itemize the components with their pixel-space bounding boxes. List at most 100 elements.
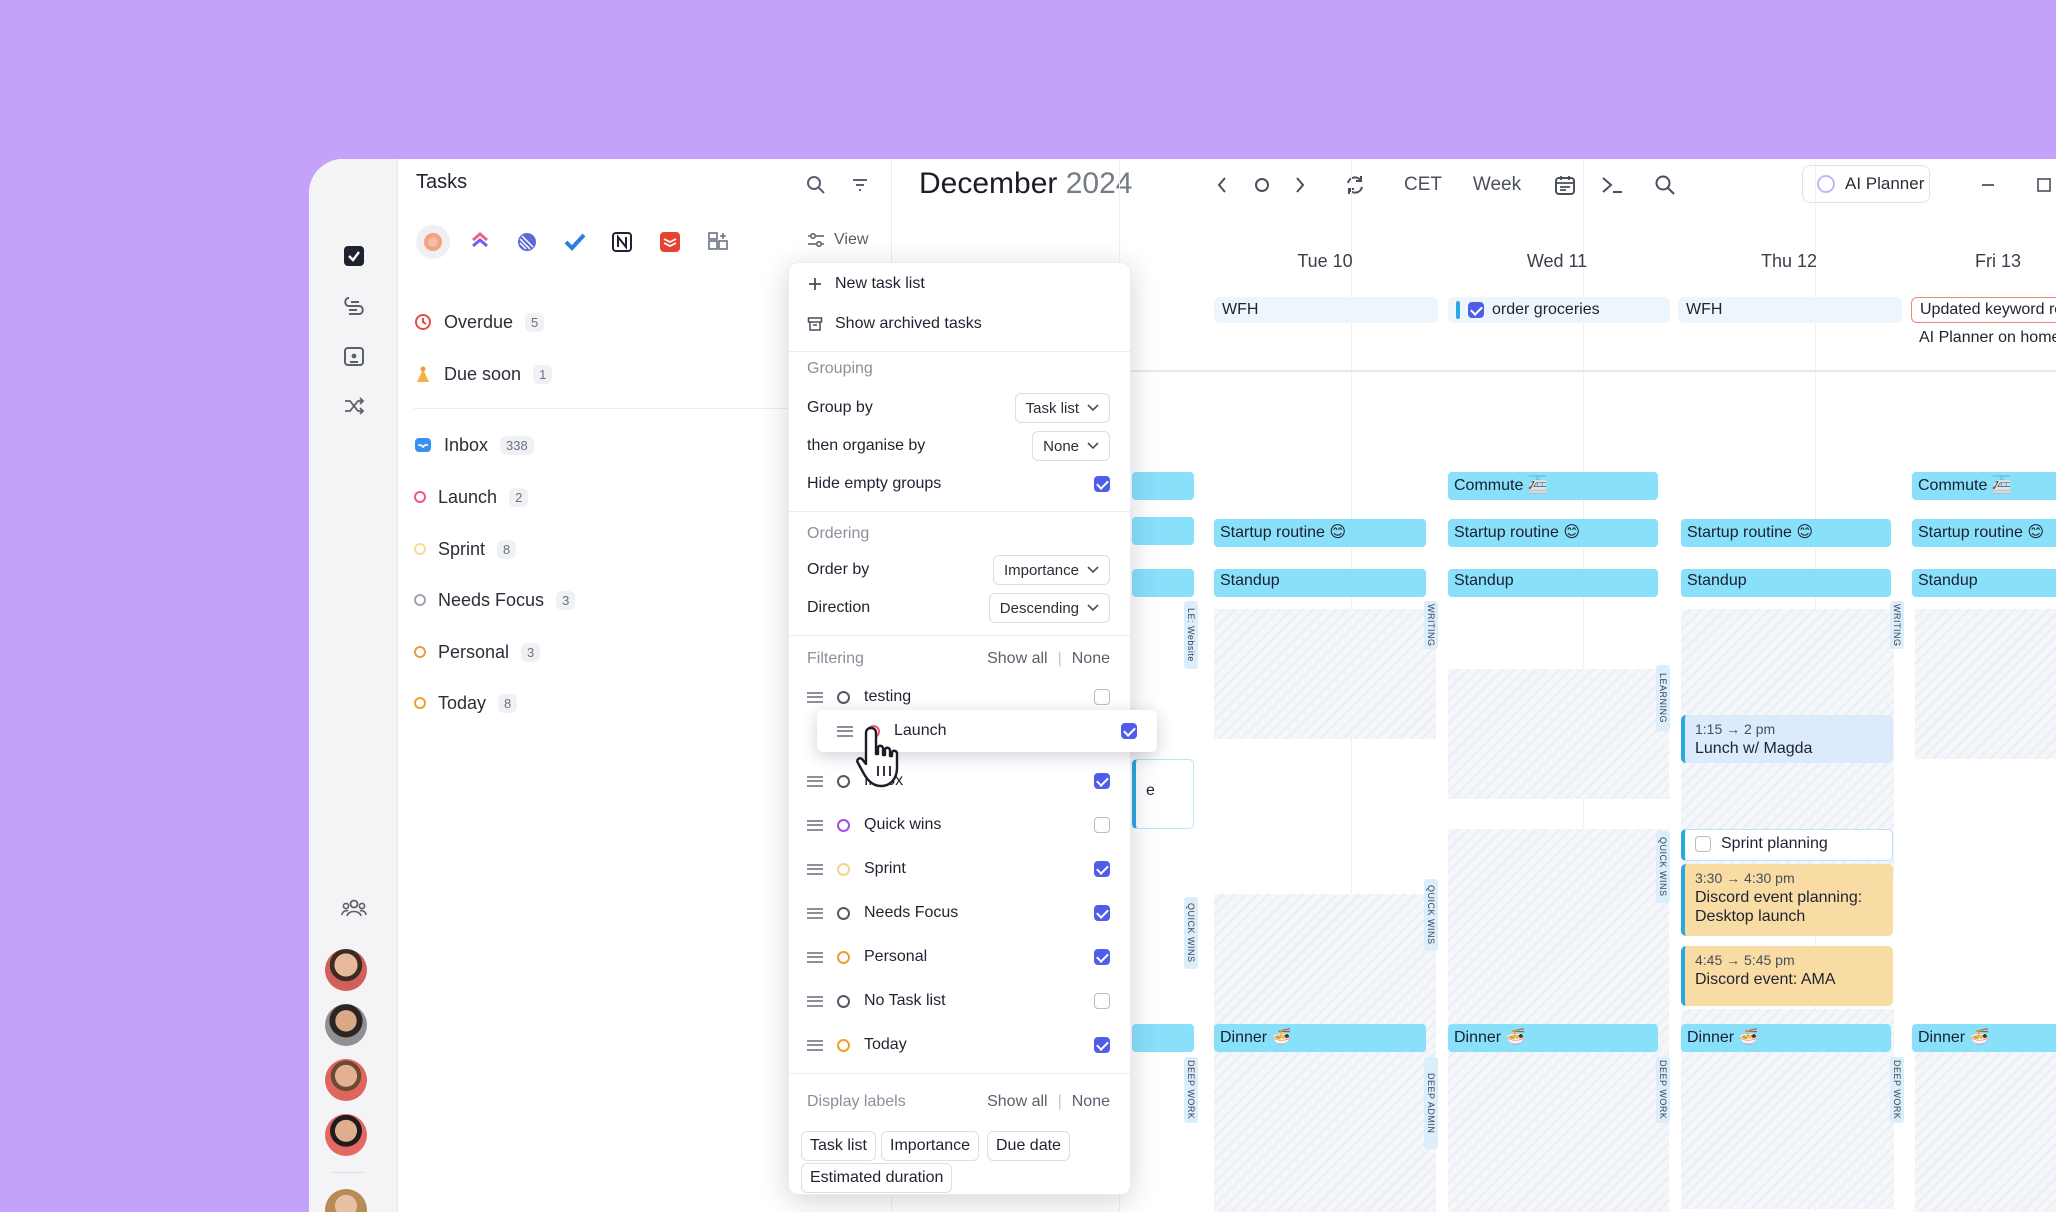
drag-handle-icon[interactable]: [837, 725, 853, 737]
filter-row-sprint[interactable]: Sprint: [807, 853, 1110, 885]
shuffle-icon[interactable]: [333, 385, 375, 427]
calendar-contact-icon[interactable]: [333, 335, 375, 377]
event-discord-ama[interactable]: 4:45 → 5:45 pm Discord event: AMA: [1681, 946, 1893, 1006]
task-checkbox[interactable]: [1468, 302, 1484, 318]
filter-row-needs-focus[interactable]: Needs Focus: [807, 897, 1110, 929]
event-startup-routine[interactable]: Startup routine 😊: [1681, 519, 1891, 547]
avatar[interactable]: [325, 1114, 367, 1156]
search-icon[interactable]: [802, 171, 830, 199]
linear-icon[interactable]: [510, 225, 544, 259]
calendar-button[interactable]: [1548, 167, 1582, 203]
calendar-search-button[interactable]: [1648, 167, 1682, 203]
filter-checkbox[interactable]: [1094, 689, 1110, 705]
event-lunch[interactable]: 1:15 → 2 pm Lunch w/ Magda: [1681, 715, 1893, 763]
drag-handle-icon[interactable]: [807, 775, 823, 787]
filter-checkbox[interactable]: [1094, 949, 1110, 965]
show-archived-item[interactable]: Show archived tasks: [807, 315, 982, 333]
chip-due-date[interactable]: Due date: [987, 1131, 1070, 1161]
filter-icon[interactable]: [846, 171, 874, 199]
drag-handle-icon[interactable]: [807, 691, 823, 703]
view-button[interactable]: View: [806, 231, 868, 249]
event-startup-routine[interactable]: Startup routine 😊: [1912, 519, 2056, 547]
event-block[interactable]: [1132, 517, 1194, 545]
group-overdue[interactable]: Overdue 5: [414, 306, 545, 338]
event-standup[interactable]: Standup: [1214, 569, 1426, 597]
filter-checkbox[interactable]: [1094, 861, 1110, 877]
event-standup[interactable]: Standup: [1681, 569, 1891, 597]
drag-handle-icon[interactable]: [807, 819, 823, 831]
event-card[interactable]: e: [1132, 759, 1194, 829]
avatar[interactable]: [325, 1189, 367, 1212]
todo-icon[interactable]: [558, 225, 592, 259]
event-dinner[interactable]: Dinner 🍜: [1448, 1024, 1658, 1052]
filter-checkbox[interactable]: [1094, 993, 1110, 1009]
list-today[interactable]: Today 8: [414, 687, 518, 719]
list-needs-focus[interactable]: Needs Focus 3: [414, 584, 576, 616]
allday-task[interactable]: order groceries: [1448, 297, 1670, 323]
show-all-link[interactable]: Show all: [987, 650, 1048, 667]
drag-handle-icon[interactable]: [807, 907, 823, 919]
todoist-icon[interactable]: [653, 225, 687, 259]
maximize-button[interactable]: [2029, 167, 2056, 203]
task-checkbox[interactable]: [1695, 835, 1711, 852]
event-commute[interactable]: Commute 🚈: [1912, 472, 2056, 500]
list-inbox[interactable]: Inbox 338: [414, 429, 534, 461]
drag-handle-icon[interactable]: [807, 1039, 823, 1051]
event-discord-planning[interactable]: 3:30 → 4:30 pm Discord event planning: D…: [1681, 864, 1893, 936]
filter-checkbox[interactable]: [1094, 817, 1110, 833]
order-by-select[interactable]: Importance: [992, 555, 1110, 585]
filter-row-testing[interactable]: testing: [807, 681, 1110, 713]
drag-handle-icon[interactable]: [807, 951, 823, 963]
allday-event[interactable]: Updated keyword res: [1911, 297, 2056, 323]
notion-icon[interactable]: [605, 225, 639, 259]
hide-empty-checkbox[interactable]: [1094, 476, 1110, 492]
drag-handle-icon[interactable]: [807, 995, 823, 1007]
event-dinner[interactable]: Dinner 🍜: [1214, 1024, 1426, 1052]
filter-row-personal[interactable]: Personal: [807, 941, 1110, 973]
then-organise-select[interactable]: None: [1032, 431, 1110, 461]
filter-row-no-task-list[interactable]: No Task list: [807, 985, 1110, 1017]
none-link[interactable]: None: [1071, 650, 1110, 667]
list-sprint[interactable]: Sprint 8: [414, 533, 517, 565]
event-sprint-planning[interactable]: Sprint planning: [1681, 829, 1893, 861]
event-startup-routine[interactable]: Startup routine 😊: [1448, 519, 1658, 547]
filter-row-inbox[interactable]: Inbox: [807, 765, 1110, 797]
new-task-list-item[interactable]: New task list: [807, 275, 925, 293]
list-personal[interactable]: Personal 3: [414, 636, 541, 668]
ai-planner-button[interactable]: AI Planner: [1802, 165, 1930, 203]
checkbox-icon[interactable]: [333, 235, 375, 277]
event-dinner[interactable]: Dinner 🍜: [1912, 1024, 2056, 1052]
filter-checkbox[interactable]: [1121, 723, 1137, 739]
avatar[interactable]: [325, 1059, 367, 1101]
event-block[interactable]: [1132, 569, 1194, 597]
lines-icon[interactable]: [333, 285, 375, 327]
command-button[interactable]: [1595, 167, 1629, 203]
show-all-link[interactable]: Show all: [987, 1093, 1048, 1110]
event-dinner[interactable]: Dinner 🍜: [1681, 1024, 1891, 1052]
event-block[interactable]: [1132, 472, 1194, 500]
filter-checkbox[interactable]: [1094, 905, 1110, 921]
none-link[interactable]: None: [1071, 1093, 1110, 1110]
clickup-icon[interactable]: [463, 225, 497, 259]
filter-checkbox[interactable]: [1094, 1037, 1110, 1053]
list-launch[interactable]: Launch 2: [414, 481, 529, 513]
event-commute[interactable]: Commute 🚈: [1448, 472, 1658, 500]
add-integration-icon[interactable]: [701, 225, 735, 259]
chip-importance[interactable]: Importance: [881, 1131, 980, 1161]
view-week-button[interactable]: Week: [1472, 174, 1522, 195]
direction-select[interactable]: Descending: [988, 593, 1110, 623]
timezone-button[interactable]: CET: [1404, 174, 1442, 195]
group-due-soon[interactable]: Due soon 1: [414, 358, 553, 390]
avatar[interactable]: [325, 949, 367, 991]
chip-task-list[interactable]: Task list: [801, 1131, 876, 1161]
prev-week-button[interactable]: [1207, 167, 1237, 203]
filter-checkbox[interactable]: [1094, 773, 1110, 789]
allday-event[interactable]: WFH: [1214, 297, 1438, 323]
drag-handle-icon[interactable]: [807, 863, 823, 875]
filter-row-quick-wins[interactable]: Quick wins: [807, 809, 1110, 841]
next-week-button[interactable]: [1285, 167, 1315, 203]
avatar[interactable]: [325, 1004, 367, 1046]
event-standup[interactable]: Standup: [1448, 569, 1658, 597]
today-button[interactable]: [1247, 167, 1277, 203]
event-block[interactable]: [1132, 1024, 1194, 1052]
